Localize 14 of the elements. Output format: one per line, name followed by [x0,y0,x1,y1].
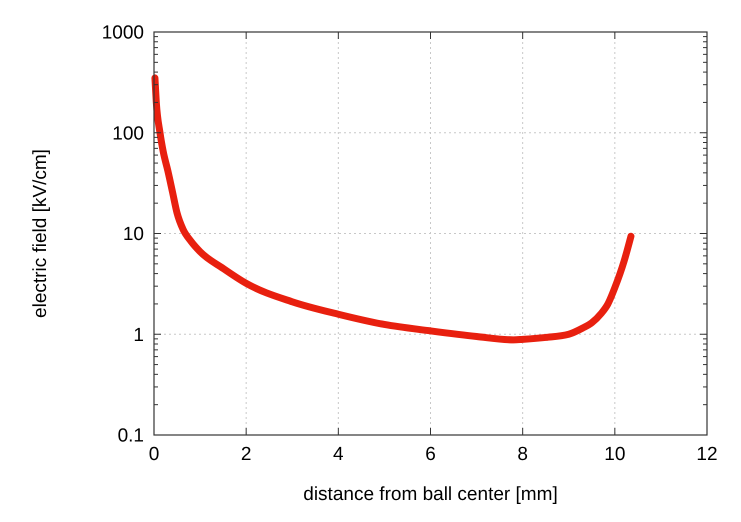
x-tick-label: 6 [425,444,436,465]
y-axis-title: electric field [kV/cm] [30,149,51,318]
y-tick-label: 1 [133,324,144,346]
x-tick-label: 4 [333,444,344,465]
x-tick-label: 0 [148,444,160,465]
y-tick-label: 0.1 [118,426,144,447]
x-tick-label: 8 [517,444,528,465]
x-tick-label: 12 [696,444,718,465]
y-tick-label: 1000 [102,22,144,44]
x-tick-label: 10 [604,444,626,465]
x-tick-label: 2 [240,444,252,465]
y-tick-label: 10 [122,224,144,246]
y-tick-label: 100 [112,123,144,144]
x-axis-title: distance from ball center [mm] [303,484,558,505]
